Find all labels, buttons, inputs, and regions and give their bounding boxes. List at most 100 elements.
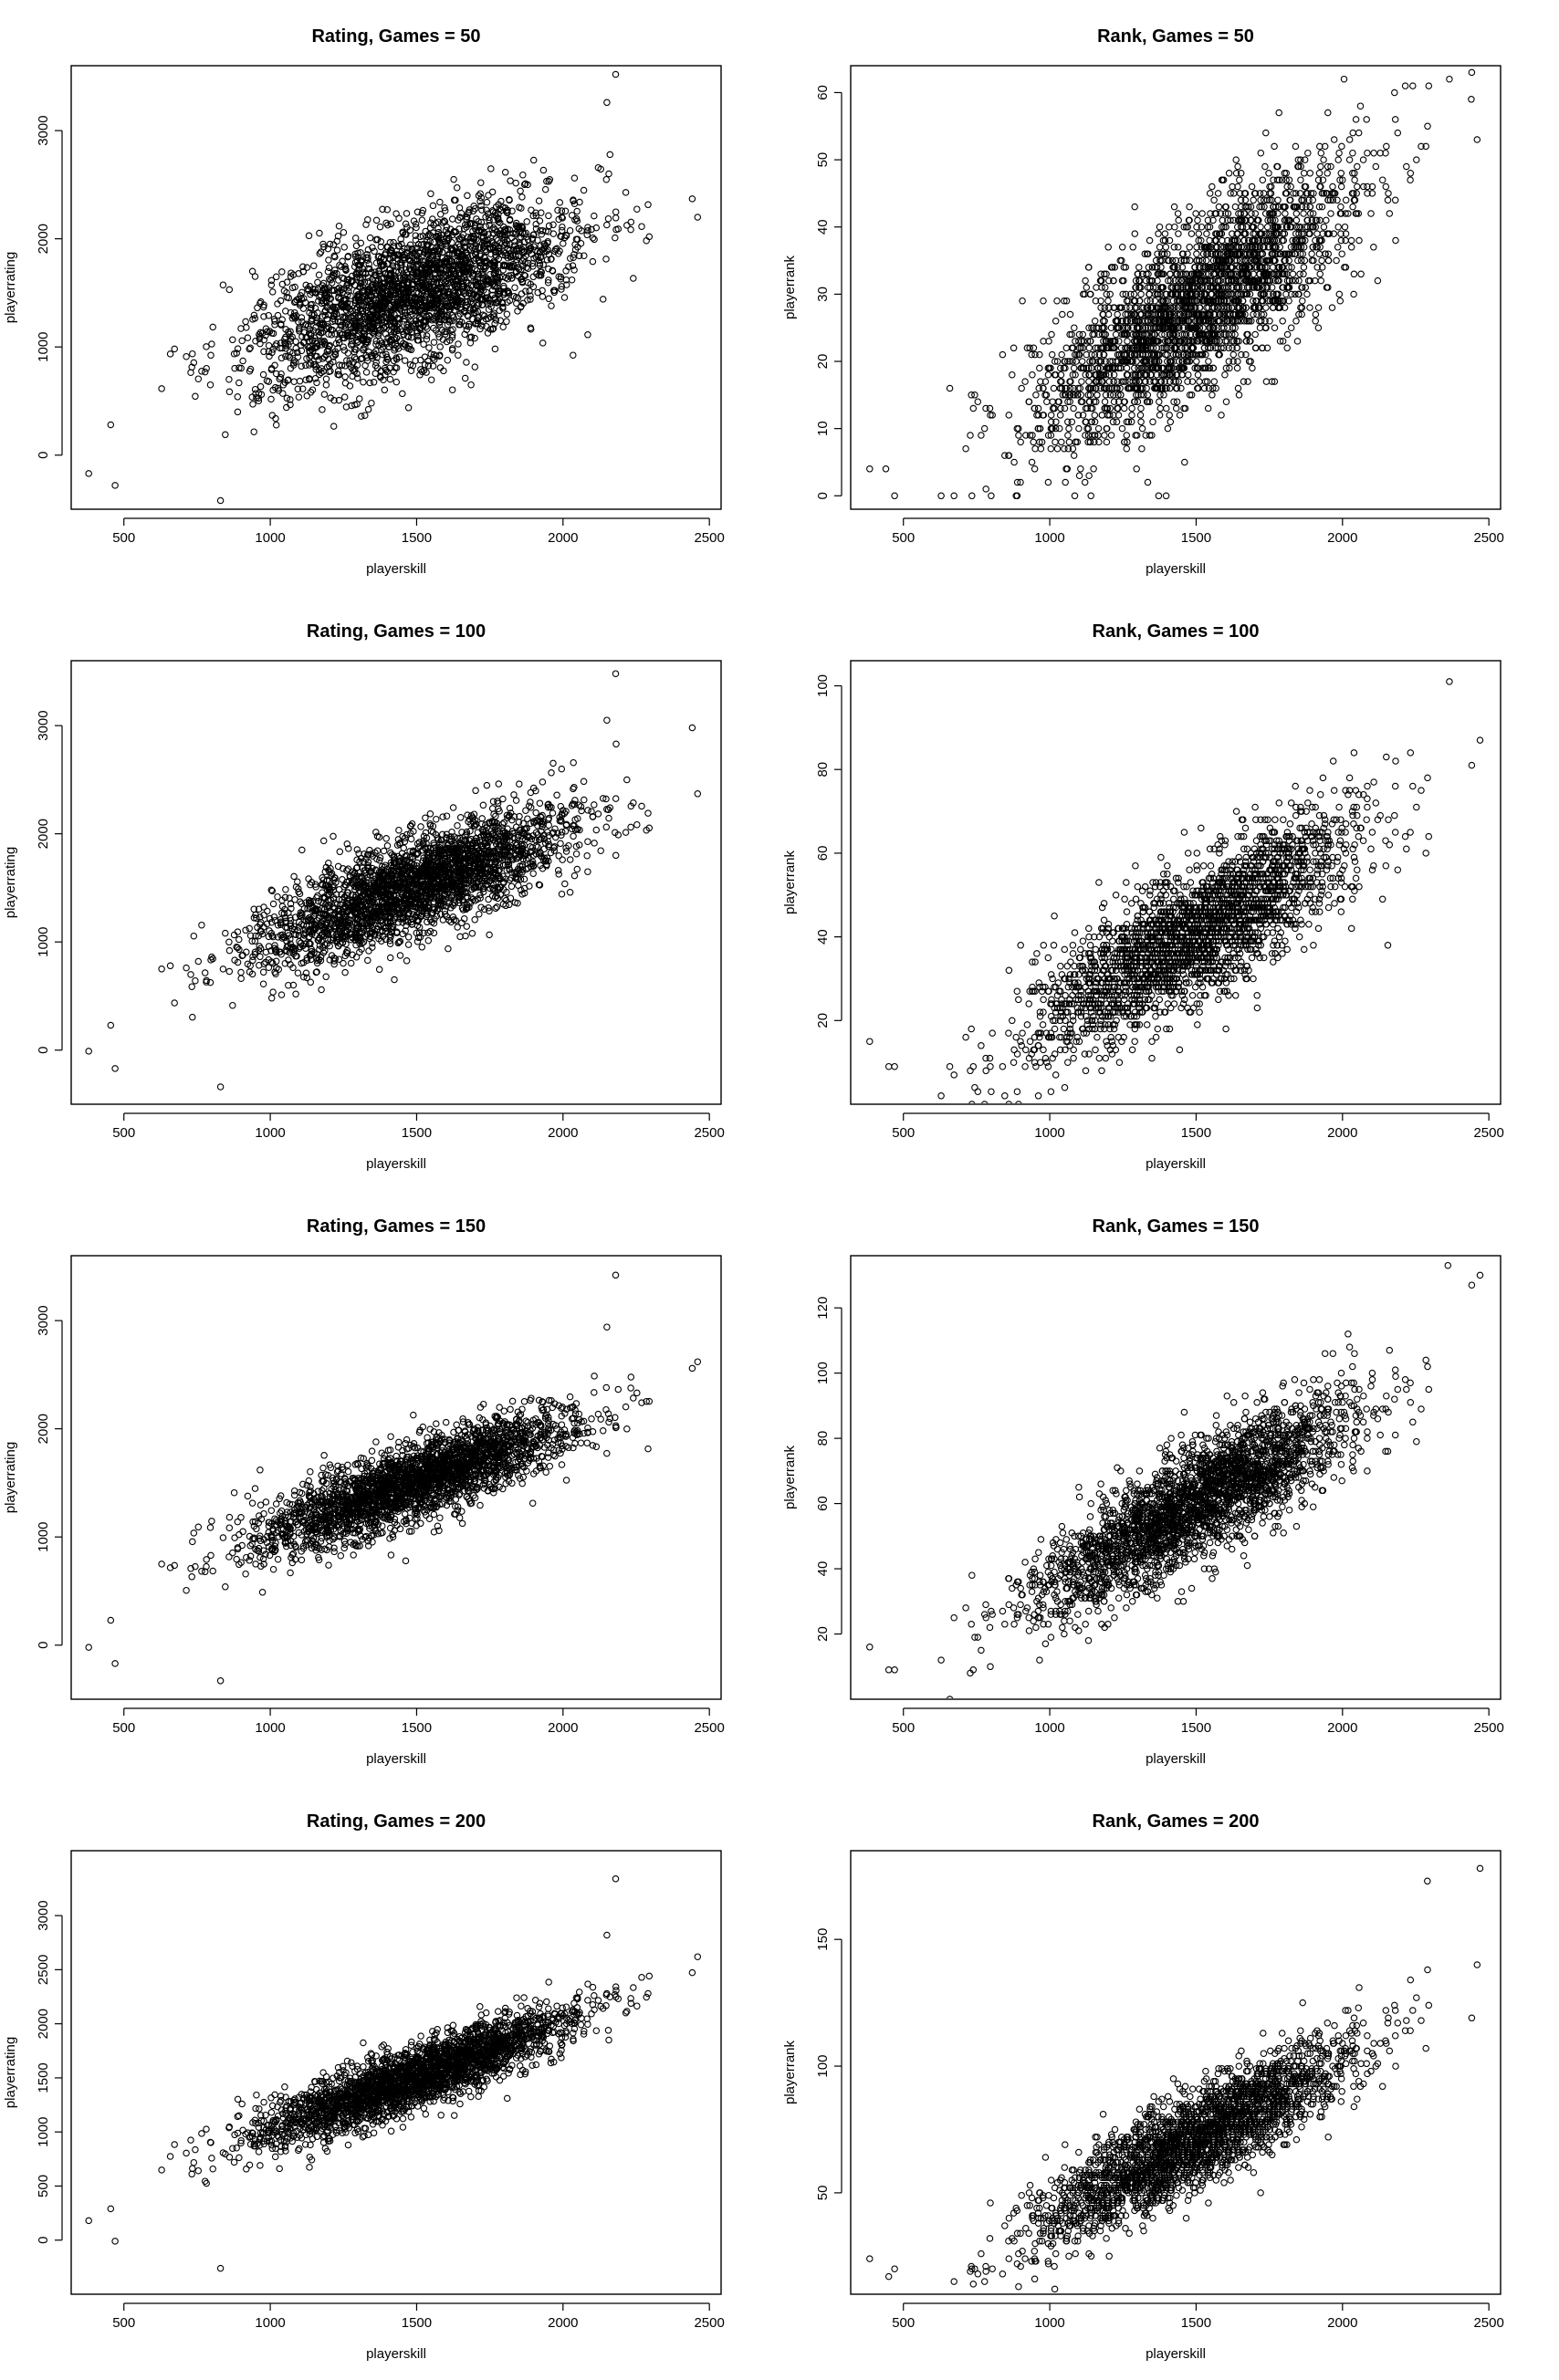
data-point xyxy=(1315,250,1324,257)
data-point xyxy=(523,218,530,225)
data-point xyxy=(1093,364,1102,372)
data-point xyxy=(1295,310,1303,318)
data-point xyxy=(1293,338,1302,345)
data-point xyxy=(1295,230,1303,237)
data-point xyxy=(1036,350,1043,359)
data-point xyxy=(1126,350,1135,359)
scatter-panel-rating-50: Rating, Games = 50 500 1000 1500 2000 2500 0 10… xyxy=(0,0,780,595)
data-point xyxy=(369,354,376,362)
y-tick-label: 2000 xyxy=(36,224,51,254)
data-point xyxy=(1274,196,1282,204)
data-point xyxy=(431,283,438,290)
data-point xyxy=(187,369,194,376)
data-point xyxy=(558,226,566,235)
data-point xyxy=(298,385,307,392)
data-point xyxy=(489,245,497,252)
data-point xyxy=(1104,244,1112,251)
data-point xyxy=(1235,391,1243,399)
data-point xyxy=(1257,230,1265,237)
data-point xyxy=(305,287,312,295)
data-point xyxy=(499,248,507,256)
data-point xyxy=(1134,398,1142,405)
data-point xyxy=(1229,358,1237,365)
data-point xyxy=(1059,310,1066,318)
data-point xyxy=(1130,398,1138,405)
data-point xyxy=(527,245,534,254)
data-point xyxy=(1049,398,1056,405)
data-point xyxy=(1216,270,1224,278)
data-point xyxy=(1247,216,1255,224)
data-point xyxy=(355,296,363,303)
data-point xyxy=(1226,364,1233,372)
data-point xyxy=(473,280,480,288)
data-point xyxy=(438,311,445,318)
data-point xyxy=(1227,264,1235,271)
data-point xyxy=(1148,350,1156,359)
data-point xyxy=(1313,244,1320,251)
data-point xyxy=(1256,244,1263,251)
data-point xyxy=(1271,256,1279,265)
data-point xyxy=(1253,264,1261,271)
data-point xyxy=(345,315,352,322)
data-point xyxy=(365,348,372,356)
data-point xyxy=(277,297,285,305)
data-point xyxy=(1203,230,1210,237)
data-point xyxy=(1106,290,1114,298)
data-point xyxy=(529,156,538,164)
data-point xyxy=(1329,196,1337,204)
data-point xyxy=(503,310,511,318)
data-point xyxy=(331,266,339,274)
data-point xyxy=(1086,290,1094,298)
data-point xyxy=(511,284,518,291)
data-point xyxy=(1111,264,1119,271)
data-point xyxy=(256,329,265,337)
data-point xyxy=(390,368,397,376)
data-point xyxy=(382,322,390,330)
data-point xyxy=(1085,324,1093,331)
data-point xyxy=(319,240,327,248)
data-point xyxy=(1292,203,1299,211)
data-point xyxy=(1329,190,1337,197)
data-point xyxy=(1148,264,1156,271)
data-point xyxy=(413,244,420,252)
data-point xyxy=(389,258,397,266)
data-point xyxy=(430,339,438,346)
data-point xyxy=(272,370,280,378)
data-point xyxy=(466,286,473,293)
data-point xyxy=(520,181,528,188)
data-point xyxy=(633,205,641,213)
data-point xyxy=(1005,412,1013,419)
data-point xyxy=(1367,210,1375,217)
data-point xyxy=(395,353,403,360)
data-point xyxy=(1275,264,1283,271)
data-point xyxy=(1285,256,1292,265)
data-point xyxy=(1229,230,1236,237)
data-point xyxy=(1216,338,1223,345)
data-point xyxy=(1240,264,1247,271)
data-point xyxy=(373,235,382,244)
data-point xyxy=(361,332,368,340)
data-point xyxy=(1132,391,1140,399)
data-point xyxy=(456,310,465,318)
data-point xyxy=(251,315,259,322)
data-point xyxy=(566,255,574,262)
data-point xyxy=(388,296,396,303)
y-tick-label: 0 xyxy=(36,452,51,459)
data-point xyxy=(353,273,361,281)
data-point xyxy=(1243,290,1250,298)
data-point xyxy=(382,287,391,295)
data-point xyxy=(278,344,286,352)
data-point xyxy=(1391,116,1399,123)
data-point xyxy=(390,287,397,295)
data-point xyxy=(1062,391,1069,399)
data-point xyxy=(461,264,468,272)
data-point xyxy=(194,375,203,382)
data-point xyxy=(455,204,464,212)
data-point xyxy=(403,332,412,340)
data-point xyxy=(302,320,310,329)
data-point xyxy=(1292,277,1300,285)
data-point xyxy=(353,374,361,382)
data-point xyxy=(452,270,459,278)
data-point xyxy=(1306,210,1314,217)
data-point xyxy=(1251,236,1259,245)
